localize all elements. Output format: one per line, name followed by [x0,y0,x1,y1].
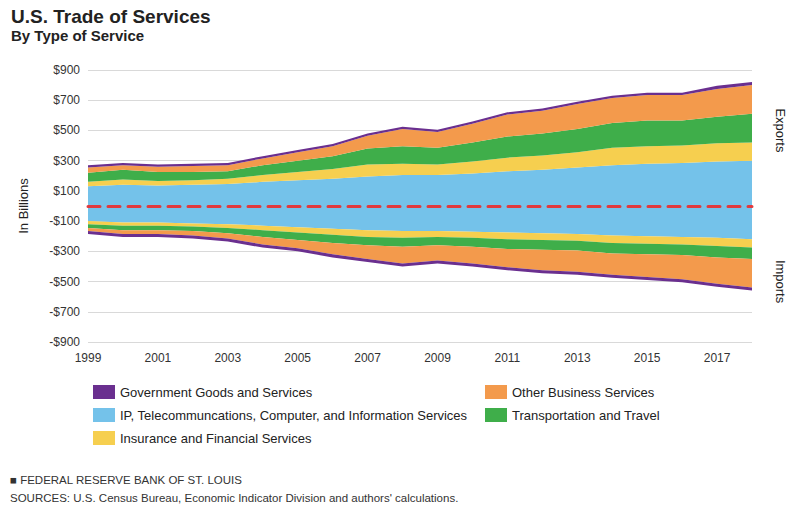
svg-text:In Billions: In Billions [16,178,31,234]
svg-text:2015: 2015 [634,351,661,365]
svg-text:1999: 1999 [75,351,102,365]
svg-text:Imports: Imports [773,260,788,304]
svg-text:2003: 2003 [214,351,241,365]
svg-text:Transportation and Travel: Transportation and Travel [512,408,660,423]
svg-text:U.S. Trade of Services: U.S. Trade of Services [11,6,211,27]
svg-text:Government Goods and Services: Government Goods and Services [120,385,313,400]
svg-text:$500: $500 [53,123,80,137]
svg-text:2013: 2013 [564,351,591,365]
svg-text:-$300: -$300 [49,244,80,258]
svg-text:2011: 2011 [494,351,520,365]
svg-text:2007: 2007 [354,351,381,365]
svg-text:2005: 2005 [284,351,311,365]
svg-text:IP, Telecommuncations, Compute: IP, Telecommuncations, Computer, and Inf… [120,408,468,423]
svg-text:-$100: -$100 [49,214,80,228]
svg-text:Exports: Exports [773,108,788,153]
svg-text:$900: $900 [53,63,80,77]
svg-text:2001: 2001 [145,351,172,365]
svg-text:$100: $100 [53,184,80,198]
svg-text:SOURCES: U.S. Census Bureau, E: SOURCES: U.S. Census Bureau, Economic In… [10,492,458,504]
svg-text:-$500: -$500 [49,275,80,289]
svg-text:By Type of Service: By Type of Service [11,27,144,44]
svg-text:$700: $700 [53,93,80,107]
svg-text:2009: 2009 [424,351,451,365]
svg-text:-$700: -$700 [49,305,80,319]
svg-text:2017: 2017 [704,351,731,365]
svg-text:■ FEDERAL RESERVE BANK OF ST.: ■ FEDERAL RESERVE BANK OF ST. LOUIS [10,474,242,486]
svg-text:Other Business Services: Other Business Services [512,385,655,400]
svg-text:$300: $300 [53,154,80,168]
svg-text:Insurance and Financial Servic: Insurance and Financial Services [120,431,312,446]
svg-text:-$900: -$900 [49,335,80,349]
